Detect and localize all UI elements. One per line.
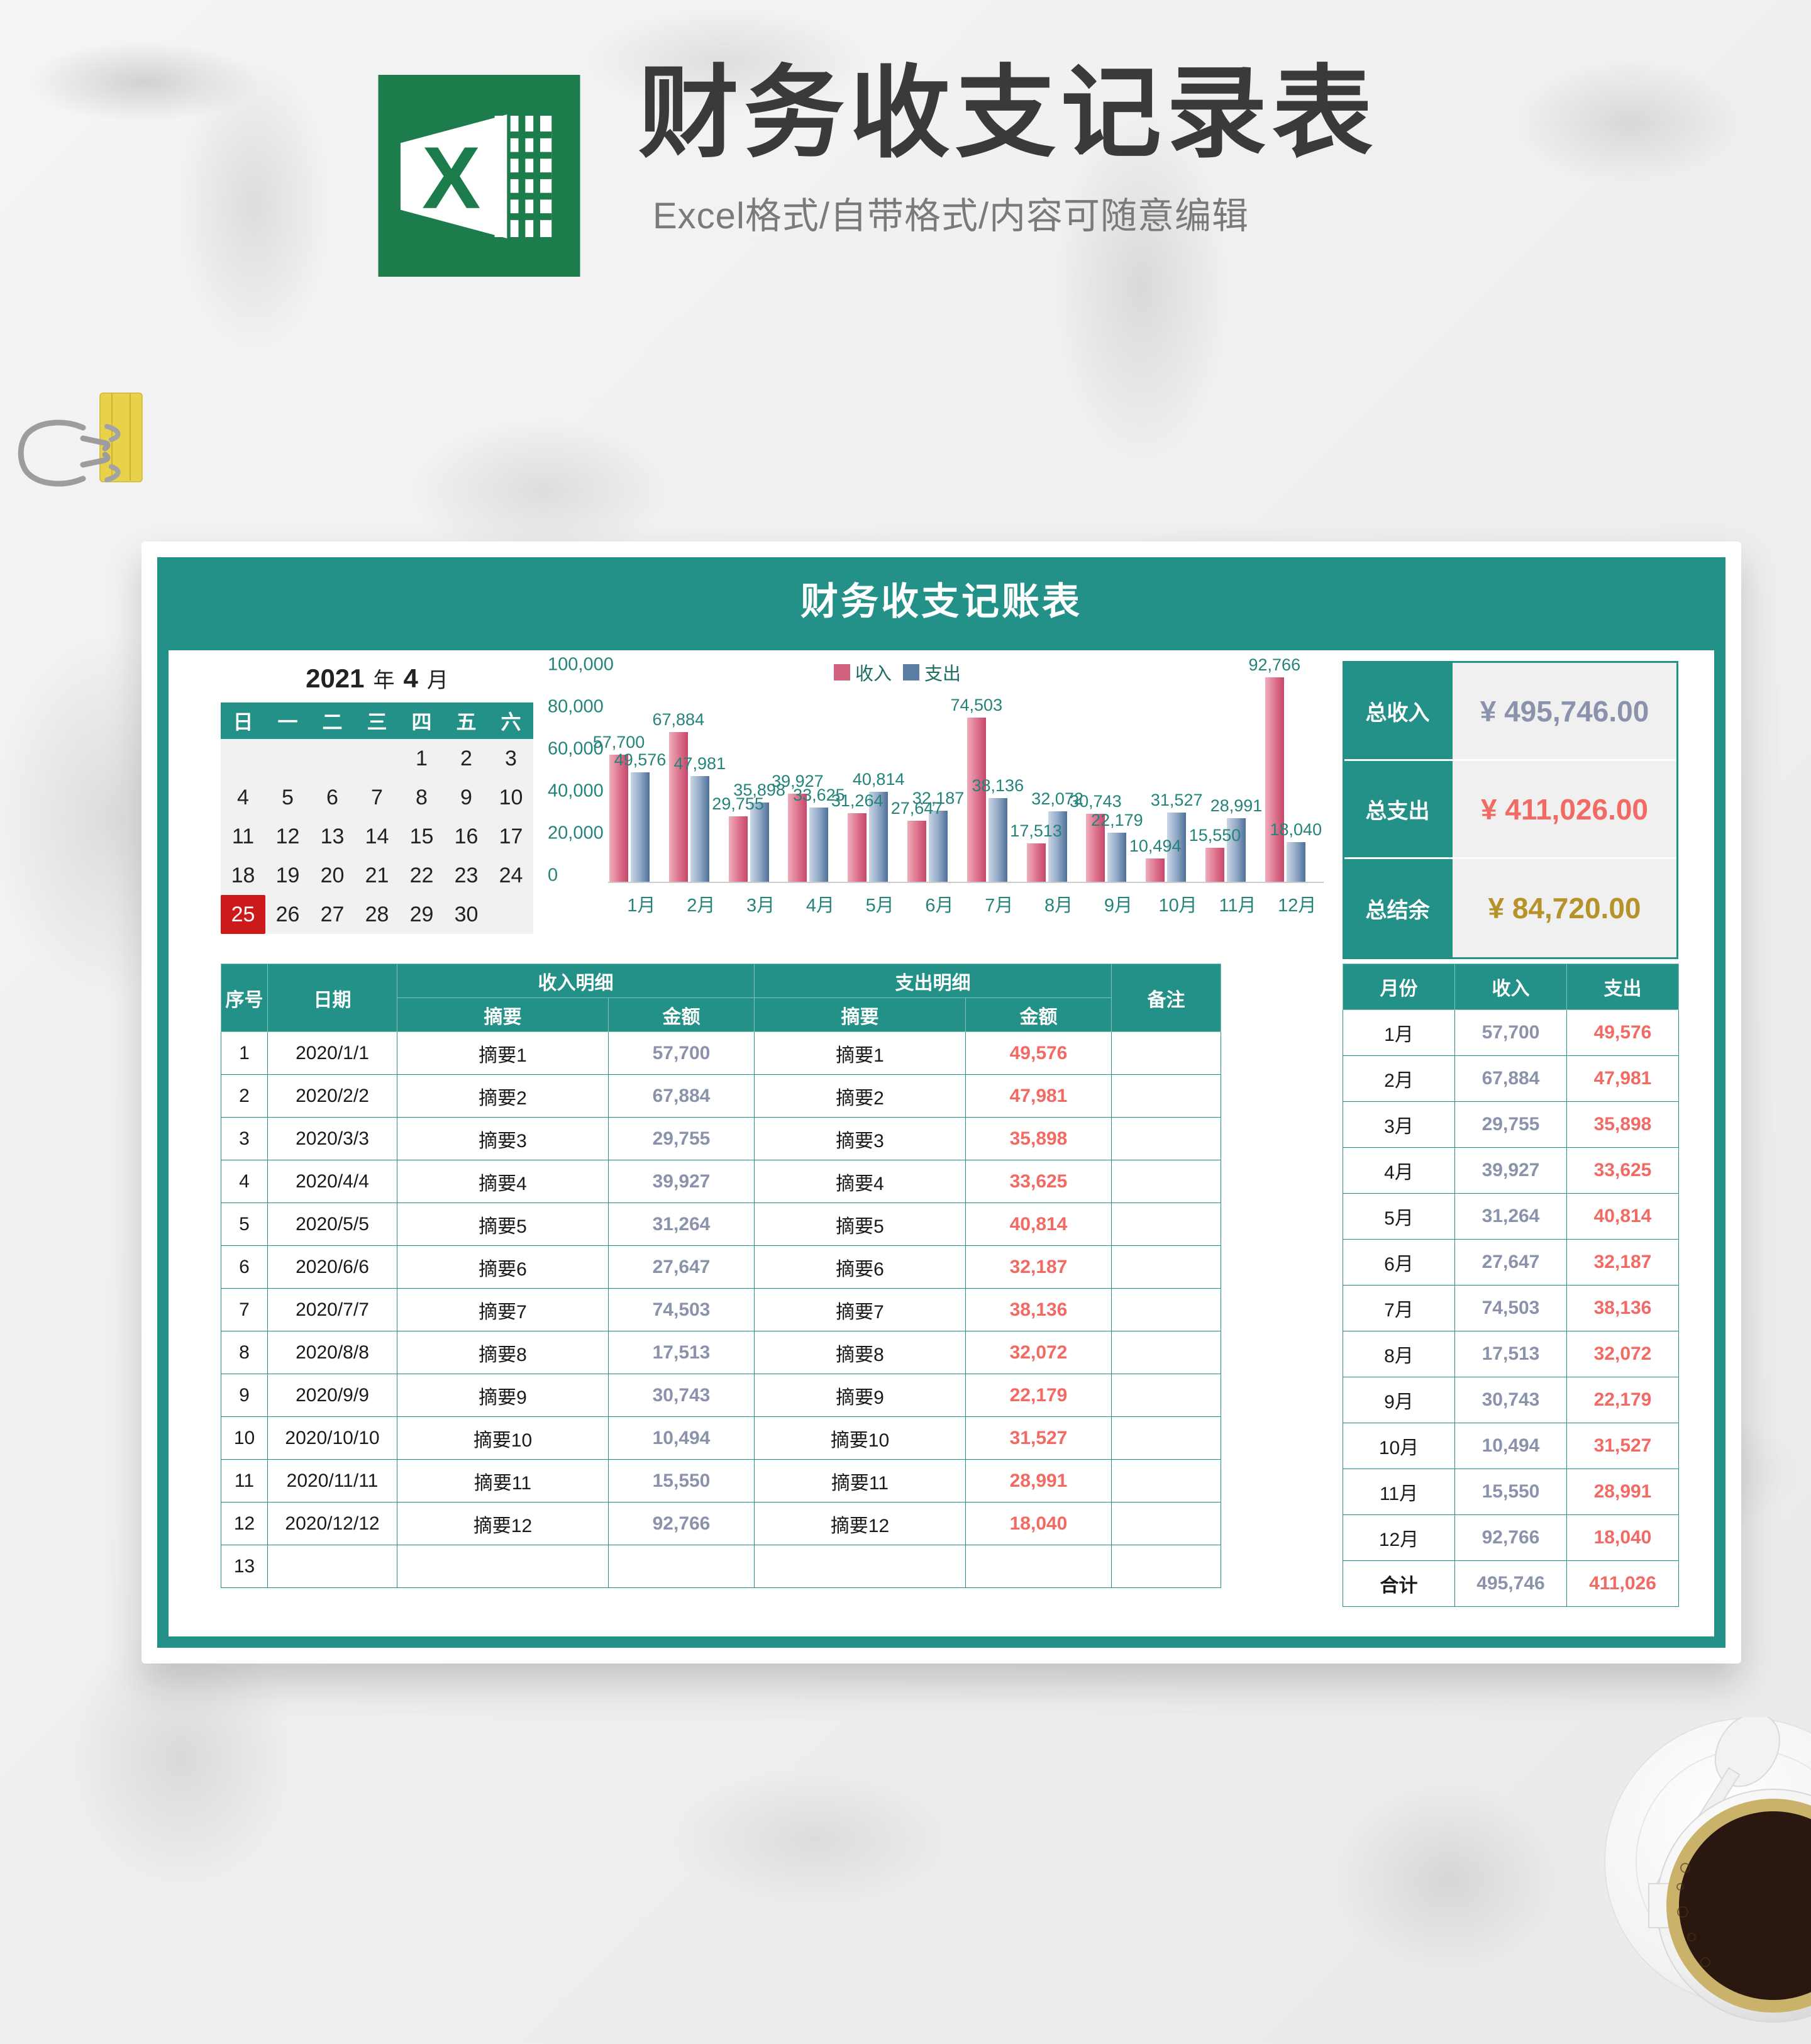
svg-text:X: X [422, 128, 480, 227]
